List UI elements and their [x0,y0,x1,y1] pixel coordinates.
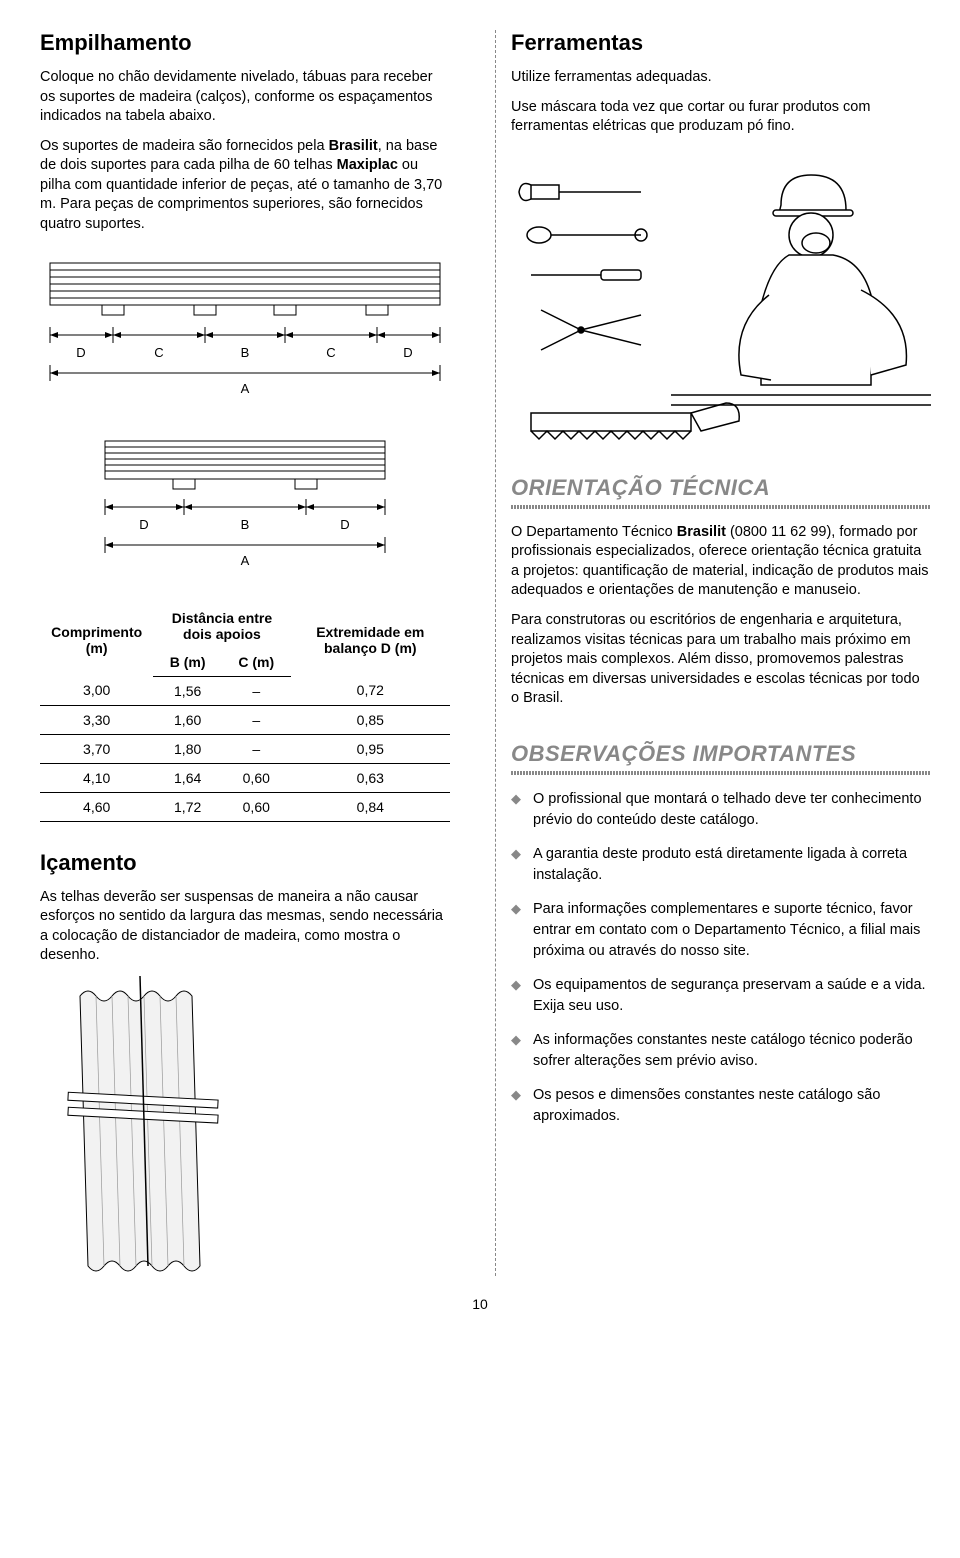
th-b: B (m) [153,648,222,677]
empilhamento-p1: Coloque no chão devidamente nivelado, tá… [40,68,450,127]
obs-list: O profissional que montará o telhado dev… [511,789,931,1127]
right-column: Ferramentas Utilize ferramentas adequada… [495,30,931,1276]
spacing-table: Comprimento (m) Distância entre dois apo… [40,604,450,822]
svg-text:D: D [403,345,412,360]
stack-diagram-4-supports: D C B C D A [40,253,450,413]
svg-text:C: C [154,345,163,360]
obs-item: A garantia deste produto está diretament… [511,844,931,886]
obs-item: As informações constantes neste catálogo… [511,1030,931,1072]
obs-item: Para informações complementares e suport… [511,899,931,962]
svg-text:A: A [241,381,250,396]
divider [511,505,931,509]
orientacao-p1: O Departamento Técnico Brasilit (0800 11… [511,523,931,601]
table-body: 3,001,56–0,72 3,301,60–0,85 3,701,80–0,9… [40,676,450,821]
obs-item: Os equipamentos de segurança preservam a… [511,975,931,1017]
icamento-diagram [40,976,450,1276]
svg-text:B: B [241,345,250,360]
page-number: 10 [40,1296,920,1312]
empilhamento-p2: Os suportes de madeira são fornecidos pe… [40,137,450,235]
th-distancia: Distância entre dois apoios [153,604,290,648]
diagram2-svg: D B D A [95,431,395,586]
ferramentas-title: Ferramentas [511,30,931,56]
obs-item: Os pesos e dimensões constantes neste ca… [511,1085,931,1127]
th-comprimento: Comprimento (m) [40,604,153,677]
icamento-p: As telhas deverão ser suspensas de manei… [40,888,450,966]
ferramentas-p1: Utilize ferramentas adequadas. [511,68,931,88]
ferramentas-p2: Use máscara toda vez que cortar ou furar… [511,98,931,137]
table-row: 4,601,720,600,84 [40,792,450,821]
table-row: 3,001,56–0,72 [40,676,450,705]
orientacao-p2: Para construtoras ou escritórios de enge… [511,611,931,709]
svg-text:D: D [76,345,85,360]
text: Os suportes de madeira são fornecidos pe… [40,138,329,154]
table-row: 3,301,60–0,85 [40,705,450,734]
brand-bold: Brasilit [329,138,378,154]
th-extremidade: Extremidade em balanço D (m) [291,604,450,677]
page-content: Empilhamento Coloque no chão devidamente… [40,30,920,1276]
tools-illustration [511,155,931,475]
brand-bold: Brasilit [677,524,726,540]
table-row: 4,101,640,600,63 [40,763,450,792]
svg-text:C: C [326,345,335,360]
product-bold: Maxiplac [337,157,398,173]
svg-text:A: A [241,553,250,568]
obs-item: O profissional que montará o telhado dev… [511,789,931,831]
text: O Departamento Técnico [511,524,677,540]
svg-text:D: D [139,517,148,532]
empilhamento-title: Empilhamento [40,30,450,56]
obs-title: OBSERVAÇÕES IMPORTANTES [511,741,931,767]
stack-diagram-2-supports: D B D A [40,431,450,586]
divider [511,771,931,775]
table-row: 3,701,80–0,95 [40,734,450,763]
left-column: Empilhamento Coloque no chão devidamente… [40,30,465,1276]
svg-text:B: B [241,517,250,532]
th-c: C (m) [222,648,291,677]
icamento-title: Içamento [40,850,450,876]
orientacao-title: ORIENTAÇÃO TÉCNICA [511,475,931,501]
svg-text:D: D [340,517,349,532]
diagram1-svg: D C B C D A [40,253,450,413]
